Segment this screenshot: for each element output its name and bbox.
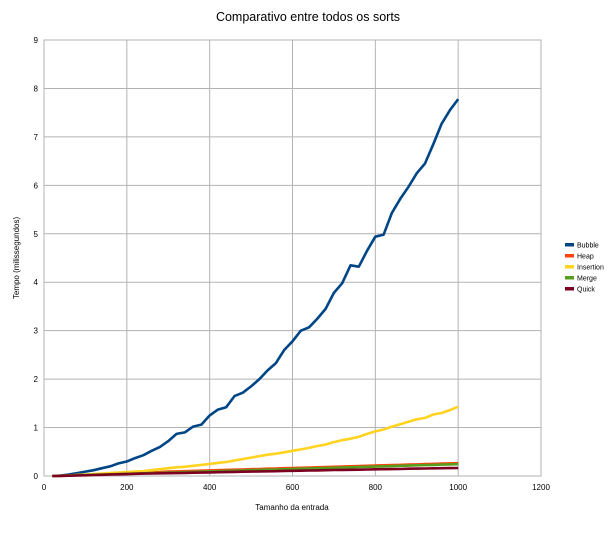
series-line-bubble: [52, 98, 460, 478]
x-axis-ticks: 0 200 400 600 800 1000 1200: [42, 483, 551, 492]
legend-label-bubble: Bubble: [577, 243, 599, 250]
y-tick-label: 1: [34, 424, 39, 433]
x-tick-label: 200: [120, 483, 134, 492]
y-tick-label: 3: [34, 327, 39, 336]
series-group: [52, 98, 460, 478]
y-tick-label: 2: [34, 375, 39, 384]
x-tick-label: 1000: [449, 483, 467, 492]
legend-swatch-merge: [565, 276, 574, 280]
legend-swatch-quick: [565, 287, 574, 291]
legend-label-quick: Quick: [577, 287, 595, 294]
y-tick-label: 9: [34, 36, 39, 45]
chart-title: Comparativo entre todos os sorts: [216, 10, 400, 24]
y-axis-ticks: 0 1 2 3 4 5 6 7 8 9: [34, 36, 39, 481]
legend-swatch-heap: [565, 254, 574, 258]
plot-frame: [43, 39, 542, 477]
x-tick-label: 400: [203, 483, 217, 492]
legend-swatch-insertion: [565, 265, 574, 269]
y-tick-label: 4: [34, 278, 39, 287]
series-line-quick: [52, 466, 459, 478]
legend-label-insertion: Insertion: [577, 265, 604, 272]
legend-label-heap: Heap: [577, 254, 594, 261]
x-axis-label: Tamanho da entrada: [255, 503, 329, 512]
y-tick-label: 6: [34, 181, 39, 190]
series-line-insertion: [52, 405, 459, 478]
y-tick-label: 0: [34, 472, 39, 481]
y-tick-label: 5: [34, 230, 39, 239]
x-tick-label: 0: [42, 483, 47, 492]
y-tick-label: 7: [34, 133, 39, 142]
legend-label-merge: Merge: [577, 276, 597, 283]
x-tick-label: 1200: [532, 483, 550, 492]
legend-swatch-bubble: [565, 243, 574, 247]
grid: [43, 39, 542, 477]
y-tick-label: 8: [34, 84, 39, 93]
legend: Bubble Heap Insertion Merge Quick: [565, 243, 604, 294]
y-axis-label: Tempo (milissegundos): [12, 217, 21, 300]
x-tick-label: 600: [286, 483, 300, 492]
x-tick-label: 800: [369, 483, 383, 492]
